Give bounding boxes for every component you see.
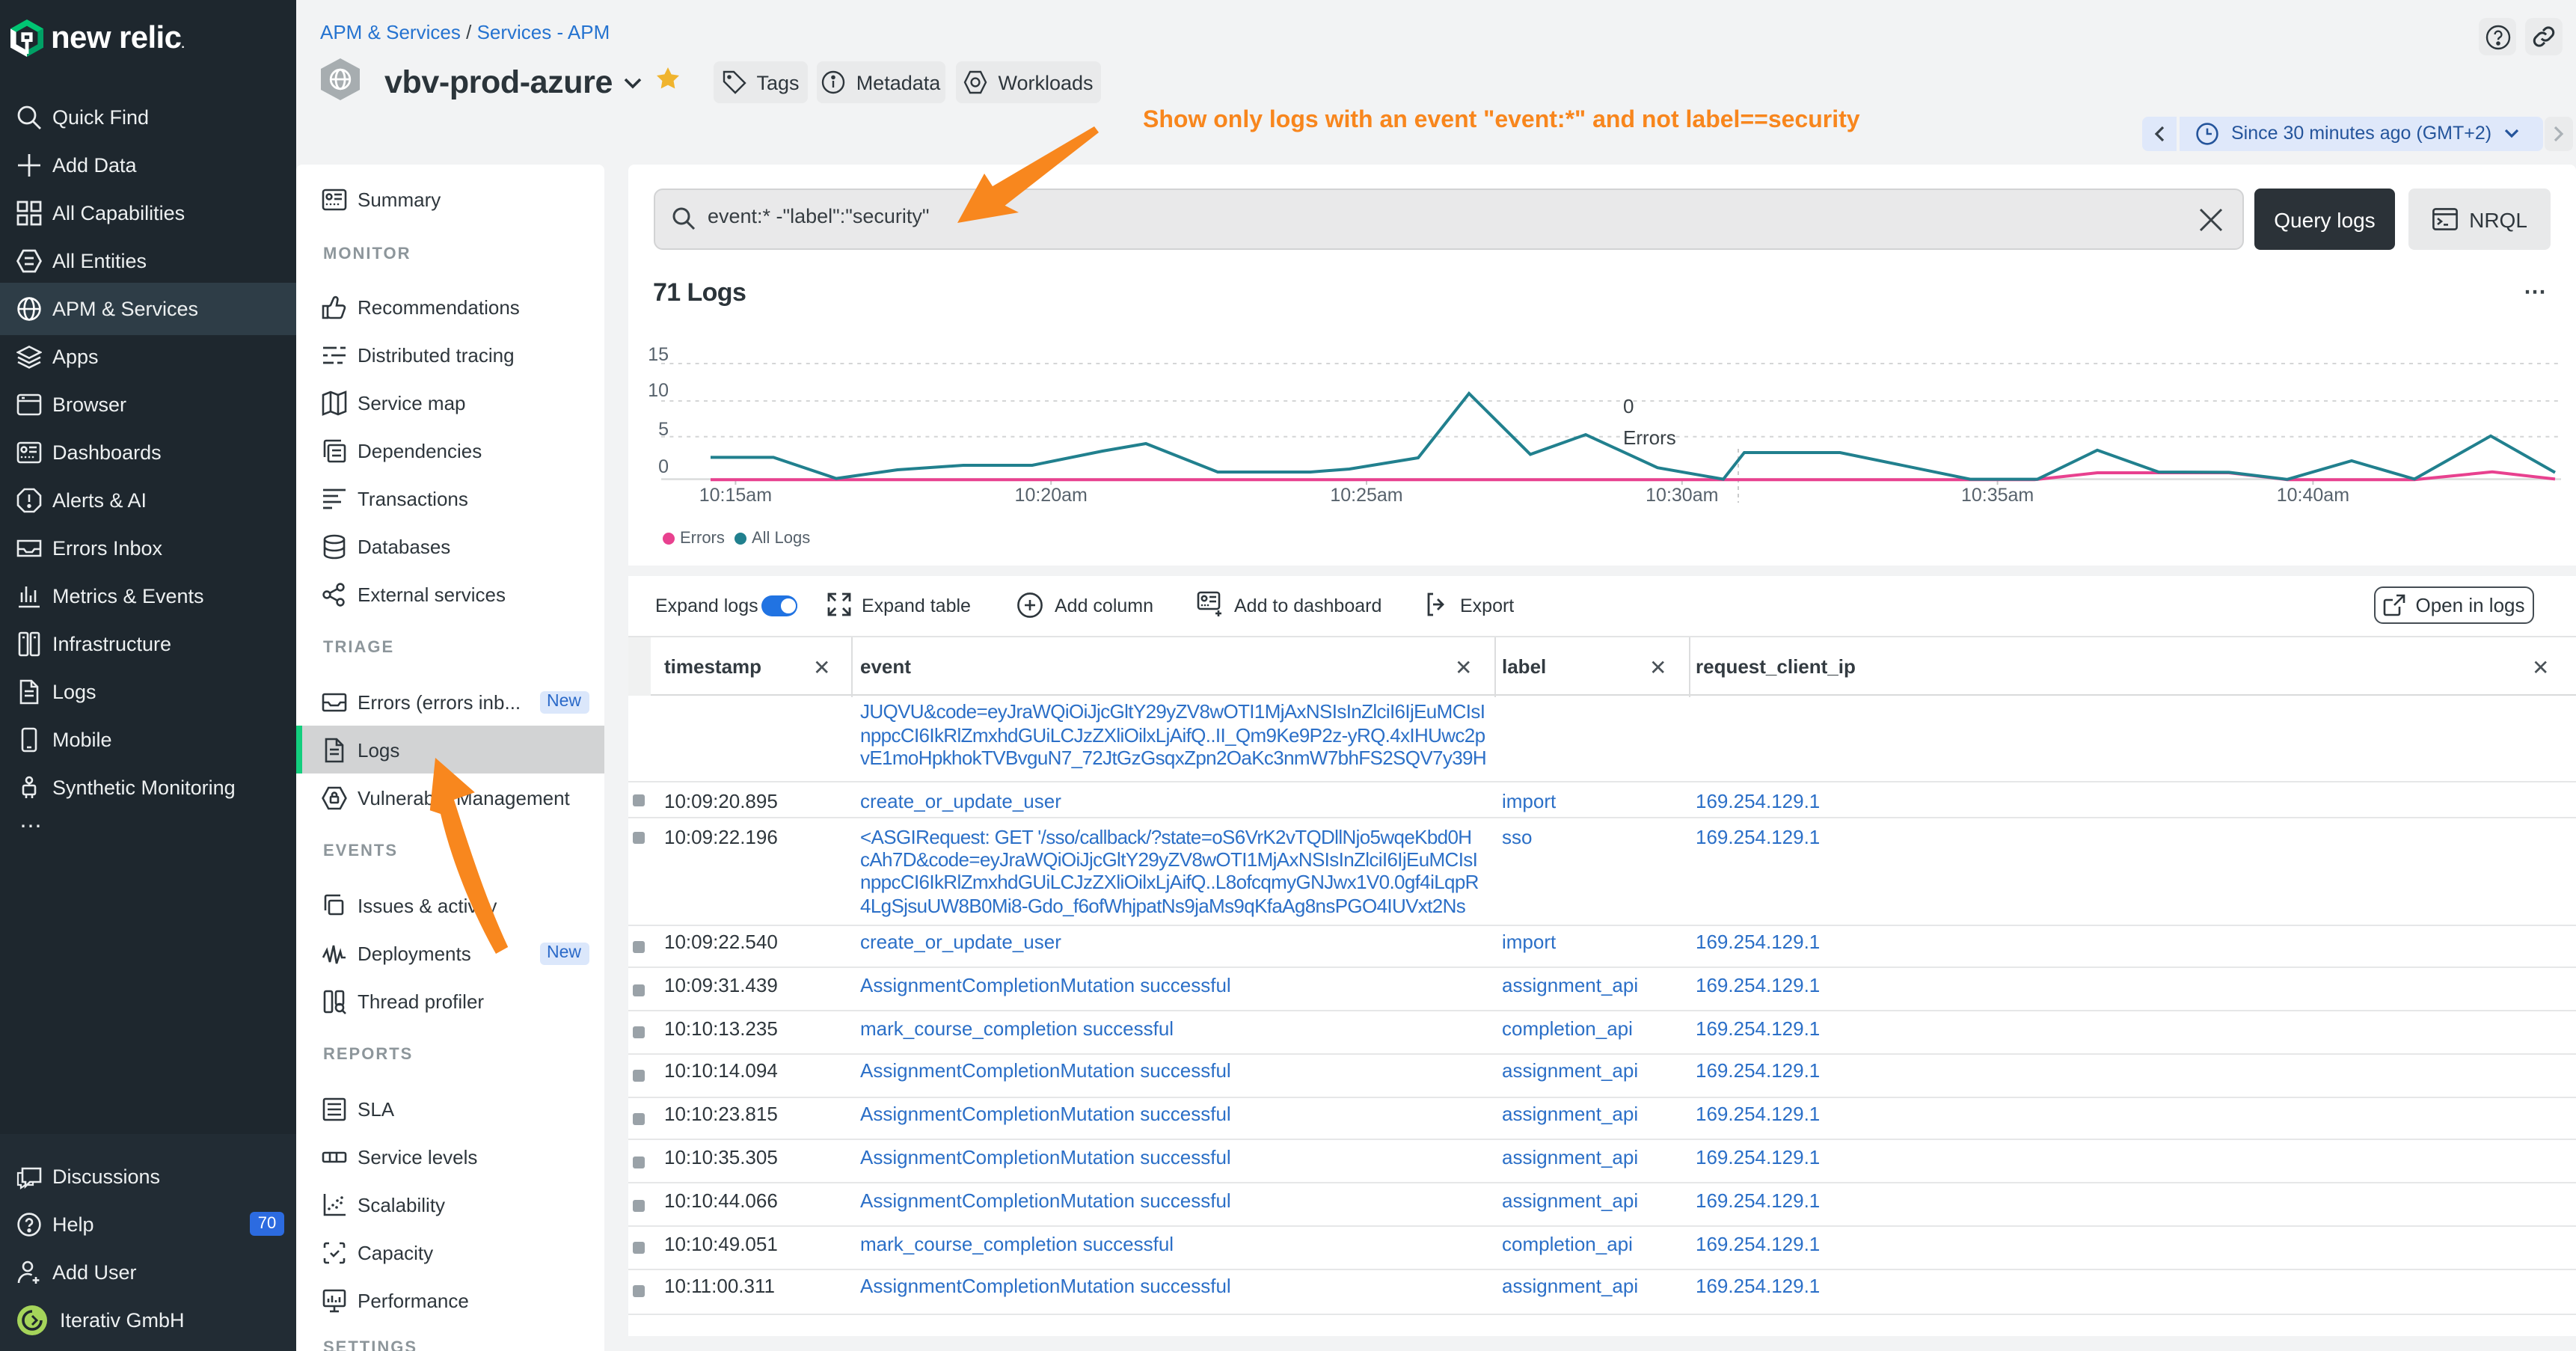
svg-text:10:15am: 10:15am [699,485,772,506]
svg-text:Errors: Errors [1623,426,1676,449]
svg-text:0: 0 [658,456,669,477]
svg-text:10:35am: 10:35am [1961,485,2034,506]
svg-text:0: 0 [1623,395,1634,417]
svg-text:10:25am: 10:25am [1330,485,1402,506]
svg-text:15: 15 [648,344,669,365]
svg-text:10: 10 [648,380,669,401]
svg-text:10:30am: 10:30am [1646,485,1718,506]
svg-text:5: 5 [658,419,669,440]
svg-text:10:20am: 10:20am [1015,485,1088,506]
svg-text:10:40am: 10:40am [2277,485,2349,506]
